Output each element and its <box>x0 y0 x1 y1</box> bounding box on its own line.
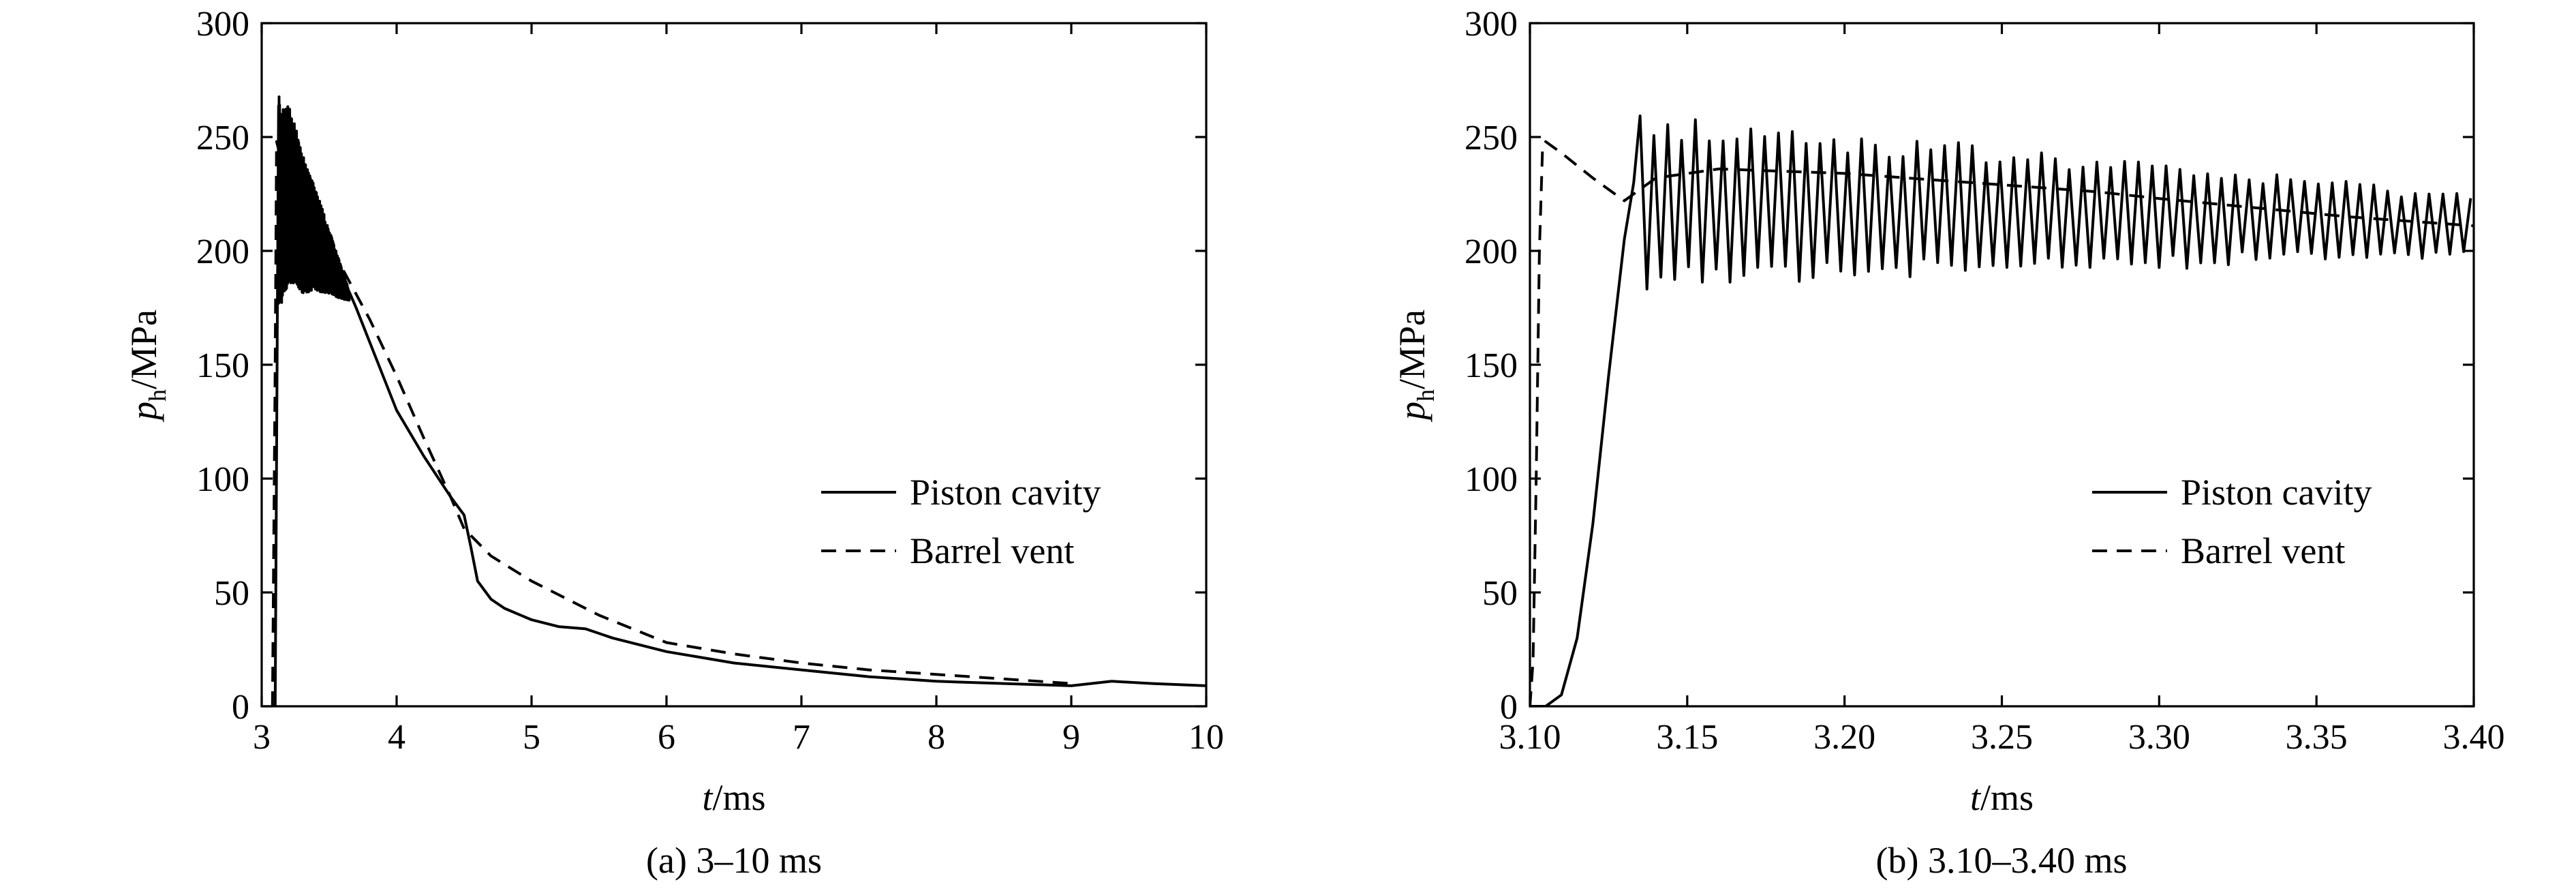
legend-label: Piston cavity <box>910 472 1101 513</box>
panel-caption: (b) 3.10–3.40 ms <box>1876 840 2128 881</box>
y-tick-label: 300 <box>196 5 249 44</box>
chart-panel-b: 3.10 3.15 3.20 3.25 3.30 3.35 3.40 0 50 100 150 200… <box>1392 5 2505 881</box>
legend-label: Barrel vent <box>910 530 1074 571</box>
y-tick-label: 100 <box>1465 460 1518 499</box>
series-group-b <box>1530 115 2474 706</box>
y-tick-label: 200 <box>1465 232 1518 271</box>
x-tick-label: 3.30 <box>2128 718 2190 757</box>
series-line-barrel-vent <box>1530 140 2474 706</box>
plot-frame-a <box>260 22 1208 708</box>
x-tick-label: 3.40 <box>2443 718 2505 757</box>
series-group-a <box>271 95 1206 706</box>
y-tick-label: 150 <box>196 346 249 385</box>
x-tick-label: 8 <box>927 718 945 757</box>
y-axis-label: ph/MPa <box>1392 310 1439 423</box>
x-tick-label: 4 <box>388 718 405 757</box>
y-tick-label: 50 <box>1482 574 1518 613</box>
x-tick-label: 3.15 <box>1656 718 1718 757</box>
y-tick-label: 0 <box>1500 688 1518 727</box>
x-tick-label: 3 <box>253 718 271 757</box>
legend-label: Piston cavity <box>2181 472 2372 513</box>
x-tick-label: 3.25 <box>1971 718 2033 757</box>
y-axis-label: ph/MPa <box>123 310 171 423</box>
series-line-piston-cavity <box>1530 115 2472 706</box>
x-tick-label: 10 <box>1189 718 1224 757</box>
x-axis-label: t/ms <box>702 777 765 818</box>
y-tick-label: 0 <box>232 688 249 727</box>
y-tick-label: 250 <box>1465 119 1518 157</box>
y-tick-label: 150 <box>1465 346 1518 385</box>
panel-caption: (a) 3–10 ms <box>646 840 822 881</box>
series-line-piston-cavity <box>273 95 1206 706</box>
x-tick-label: 3.35 <box>2286 718 2348 757</box>
x-tick-label: 9 <box>1062 718 1080 757</box>
y-tick-label: 100 <box>196 460 249 499</box>
chart-panel-a: 3 4 5 6 7 8 9 10050100150200250300t/msph/MPa(a)… <box>123 5 1224 881</box>
x-tick-label: 3.10 <box>1499 718 1561 757</box>
series-line-barrel-vent <box>271 140 1072 706</box>
legend-label: Barrel vent <box>2181 530 2345 571</box>
legend-a: Piston cavity Barrel vent <box>821 472 1101 571</box>
x-tick-label: 7 <box>793 718 810 757</box>
y-tick-label: 50 <box>214 574 249 613</box>
x-tick-label: 3.20 <box>1813 718 1875 757</box>
plot-frame-b <box>1529 22 2475 708</box>
x-tick-label: 6 <box>658 718 675 757</box>
legend-b: Piston cavity Barrel vent <box>2092 472 2372 571</box>
y-tick-label: 200 <box>196 232 249 271</box>
y-tick-label: 300 <box>1465 5 1518 44</box>
y-tick-label: 250 <box>196 119 249 157</box>
x-tick-label: 5 <box>523 718 540 757</box>
x-axis-label: t/ms <box>1970 777 2034 818</box>
